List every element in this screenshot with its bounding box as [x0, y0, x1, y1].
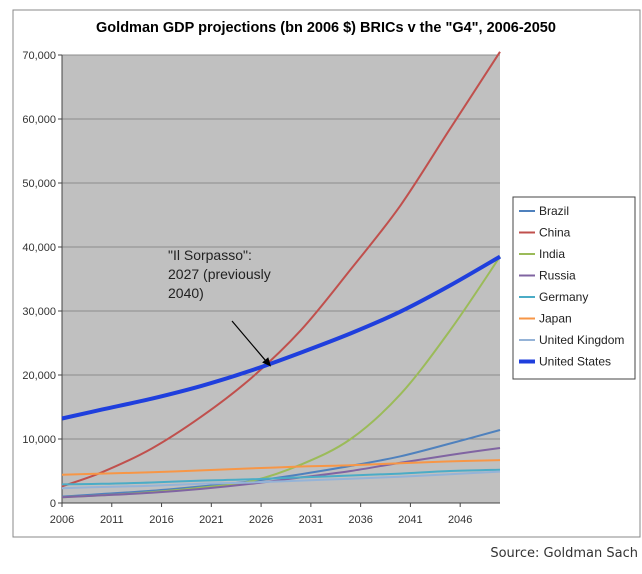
- source-note: Source: Goldman Sach: [490, 546, 638, 561]
- legend-label-india: India: [539, 247, 565, 261]
- series-lines: [61, 51, 502, 499]
- y-tick-label: 30,000: [22, 306, 56, 318]
- plot-area: [62, 55, 500, 503]
- axes: [61, 55, 500, 504]
- annotation-text-line: "Il Sorpasso":: [168, 247, 252, 263]
- y-tick-label: 60,000: [22, 114, 56, 126]
- annotation-text-line: 2027 (previously: [168, 266, 271, 282]
- x-tick-label: 2036: [348, 514, 372, 526]
- y-tick-label: 0: [50, 498, 56, 510]
- x-tick-label: 2026: [249, 514, 273, 526]
- x-tick-label: 2021: [199, 514, 223, 526]
- y-tick-label: 50,000: [22, 178, 56, 190]
- legend-label-germany: Germany: [539, 290, 588, 304]
- x-tick-label: 2041: [398, 514, 422, 526]
- annotation-text-line: 2040): [168, 285, 204, 301]
- y-axis-ticks: 0 10,000 20,000 30,000 40,000 50,000 60,000 70,…: [22, 50, 62, 510]
- series-line-united-states: [61, 254, 502, 421]
- series-line-japan: [61, 459, 501, 476]
- legend-label-united-states: United States: [539, 355, 611, 369]
- legend: Brazil China India Russia Germany Japan United…: [512, 196, 636, 380]
- legend-box: [512, 196, 636, 380]
- legend-label-russia: Russia: [539, 269, 576, 283]
- series-line-united-kingdom: [61, 470, 501, 490]
- y-tick-label: 10,000: [22, 434, 56, 446]
- legend-label-japan: Japan: [539, 312, 572, 326]
- x-axis-ticks: 2006 2011 2016 2021 2026 2031 2036 2041 2046: [50, 503, 472, 526]
- chart-title: Goldman GDP projections (bn 2006 $) BRIC…: [96, 20, 556, 36]
- legend-label-china: China: [539, 226, 571, 240]
- x-tick-label: 2016: [149, 514, 173, 526]
- series-line-germany: [61, 468, 501, 486]
- legend-label-brazil: Brazil: [539, 204, 569, 218]
- annotation: "Il Sorpasso": 2027 (previously 2040): [168, 247, 272, 367]
- annotation-arrow-line: [231, 320, 270, 366]
- x-tick-label: 2046: [448, 514, 472, 526]
- annotation-arrow-head: [262, 357, 272, 367]
- y-tick-label: 70,000: [22, 50, 56, 62]
- x-tick-label: 2011: [100, 514, 124, 526]
- y-tick-label: 40,000: [22, 242, 56, 254]
- legend-label-united-kingdom: United Kingdom: [539, 333, 624, 347]
- x-tick-label: 2006: [50, 514, 74, 526]
- y-tick-label: 20,000: [22, 370, 56, 382]
- series-line-china: [61, 51, 501, 488]
- x-tick-label: 2031: [299, 514, 323, 526]
